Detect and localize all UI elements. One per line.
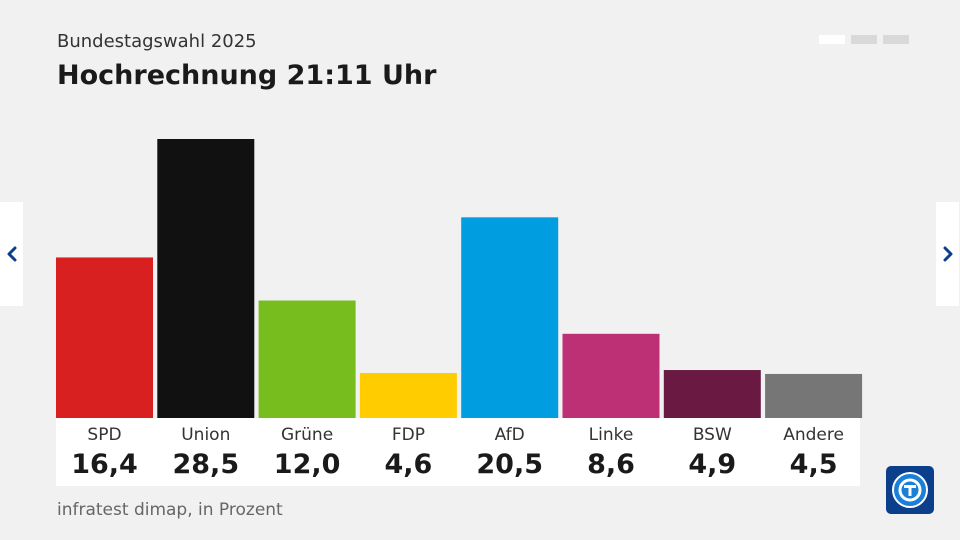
pagination-indicator <box>819 35 909 44</box>
previous-slide-button[interactable] <box>0 202 23 306</box>
value-label-panel <box>56 418 860 486</box>
data-source-note: infratest dimap, in Prozent <box>57 500 283 520</box>
chevron-left-icon <box>7 246 16 262</box>
chevron-right-icon <box>943 246 952 262</box>
bar-andere <box>765 373 863 418</box>
value-label: 4,6 <box>384 449 433 480</box>
category-label: Andere <box>783 425 844 445</box>
chart-subtitle: Bundestagswahl 2025 <box>57 31 257 52</box>
bar-spd <box>56 257 153 418</box>
value-label: 28,5 <box>172 449 240 480</box>
value-label: 4,5 <box>789 449 838 480</box>
category-label: Linke <box>588 425 634 445</box>
category-label: AfD <box>494 425 525 445</box>
category-label: BSW <box>692 425 732 445</box>
category-label: SPD <box>87 425 122 445</box>
value-label: 8,6 <box>587 449 635 480</box>
chart-title: Hochrechnung 21:11 Uhr <box>57 60 437 91</box>
bar-fdp <box>359 372 457 418</box>
next-slide-button[interactable] <box>936 202 959 306</box>
value-label: 20,5 <box>476 449 543 480</box>
tagesschau-logo-icon <box>886 466 934 514</box>
value-label: 12,0 <box>273 449 341 480</box>
pagination-dot-3[interactable] <box>883 35 909 44</box>
category-label: FDP <box>391 425 425 445</box>
value-label: 4,9 <box>688 449 737 480</box>
bar-bsw <box>663 370 761 418</box>
value-label: 16,4 <box>71 449 138 480</box>
bar-union <box>157 139 255 418</box>
category-label: Union <box>181 425 231 445</box>
category-label: Grüne <box>281 425 334 445</box>
bar-linke <box>562 333 660 418</box>
bar-grüne <box>258 300 356 418</box>
pagination-dot-1[interactable] <box>819 35 845 44</box>
bar-afd <box>461 217 559 418</box>
pagination-dot-2[interactable] <box>851 35 877 44</box>
